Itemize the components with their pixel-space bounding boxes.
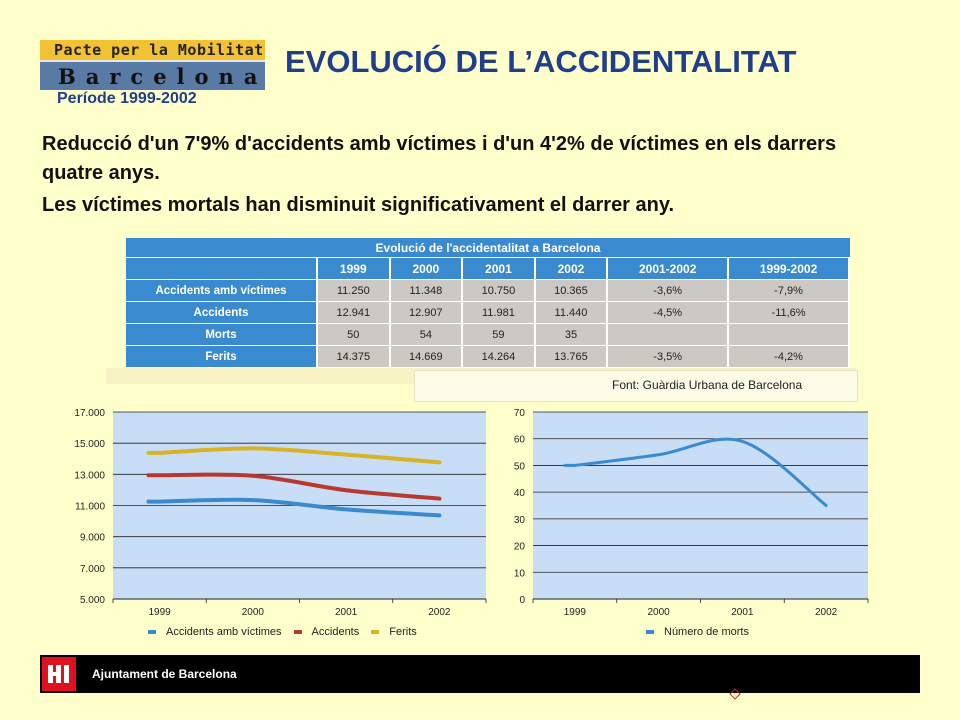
table-row: Morts 50 54 59 35: [126, 324, 850, 346]
y-tick-label: 5.000: [80, 595, 105, 606]
footer-text: Ajuntament de Barcelona: [92, 667, 237, 681]
table-header-cell: 1999: [318, 258, 391, 280]
y-tick-label: 17.000: [74, 408, 105, 419]
y-tick-label: 13.000: [74, 470, 105, 481]
legend-swatch: [646, 630, 654, 634]
table-header-cell: 2001: [463, 258, 536, 280]
chart-svg: 0 10 20 30 40 50 60 70 1999 2000 2001 2002: [514, 408, 869, 618]
intro-paragraph-2: Les víctimes mortals han disminuit signi…: [42, 194, 675, 216]
accidents-chart: 5.000 7.000 9.000 11.000 13.000 15.000 17.000 1…: [40, 400, 490, 620]
x-tick-label: 2001: [731, 607, 754, 618]
y-tick-label: 20: [514, 542, 526, 553]
x-tick-label: 1999: [149, 607, 172, 618]
table-cell: 59: [463, 324, 536, 346]
table-cell: 11.440: [535, 302, 609, 324]
table-cell: 14.264: [463, 346, 536, 368]
series-line: [146, 497, 442, 518]
table-cell: 35: [535, 324, 609, 346]
intro-text: Reducció d'un 7'9% d'accidents amb vícti…: [42, 130, 862, 220]
footer-bar: Ajuntament de Barcelona: [40, 655, 920, 693]
page-title: EVOLUCIÓ DE L’ACCIDENTALITAT: [285, 44, 797, 79]
table-cell: -3,5%: [608, 346, 730, 368]
table-header-cell: 2002: [535, 258, 609, 280]
table-cell: 54: [390, 324, 464, 346]
plot-area: [533, 412, 868, 599]
period-label: Període 1999-2002: [57, 90, 197, 107]
table-cell: -3,6%: [608, 280, 730, 302]
table-caption: Evolució de l'accidentalitat a Barcelona: [126, 238, 850, 258]
table-header-cell: [126, 258, 318, 280]
legend-label: Accidents: [311, 626, 360, 638]
table-row: Accidents 12.941 12.907 11.981 11.440 -4…: [126, 302, 850, 324]
table-cell: -4,2%: [729, 346, 850, 368]
pacte-mobilitat-logo: Pacte per la Mobilitat Barcelona: [40, 40, 265, 90]
legend-swatch: [371, 630, 380, 634]
y-tick-label: 0: [519, 595, 525, 606]
y-tick-label: 9.000: [80, 533, 105, 544]
y-tick-label: 30: [514, 515, 526, 526]
table-cell: [608, 324, 730, 346]
y-tick-label: 7.000: [80, 564, 105, 575]
y-tick-label: 60: [514, 435, 526, 446]
row-label: Accidents amb víctimes: [126, 280, 318, 302]
table-cell: 11.348: [390, 280, 464, 302]
legend-label: Número de morts: [664, 626, 749, 638]
table-row: Ferits 14.375 14.669 14.264 13.765 -3,5%…: [126, 346, 850, 368]
y-tick-label: 70: [514, 408, 526, 419]
legend-label: Accidents amb víctimes: [166, 626, 282, 638]
chart-svg: 5.000 7.000 9.000 11.000 13.000 15.000 17.000 1…: [74, 408, 487, 618]
row-label: Morts: [126, 324, 318, 346]
table-cell: 12.907: [390, 302, 464, 324]
y-tick-label: 11.000: [75, 502, 105, 513]
table-cell: 11.250: [318, 280, 391, 302]
source-note: Font: Guàrdia Urbana de Barcelona: [612, 378, 803, 392]
table-cell: 14.375: [318, 346, 391, 368]
deaths-chart: 0 10 20 30 40 50 60 70 1999 2000 2001 2002: [490, 400, 870, 620]
intro-paragraph-1: Reducció d'un 7'9% d'accidents amb vícti…: [42, 133, 837, 184]
series-line: [146, 472, 442, 501]
row-label: Accidents: [126, 302, 318, 324]
legend-swatch: [293, 630, 302, 634]
row-label: Ferits: [126, 346, 318, 368]
y-tick-label: 10: [514, 568, 526, 579]
logo-line2: Barcelona: [40, 60, 265, 90]
x-tick-label: 2002: [815, 607, 838, 618]
statistics-table: Evolució de l'accidentalitat a Barcelona…: [126, 238, 860, 368]
table-cell: 12.941: [318, 302, 391, 324]
logo-line1: Pacte per la Mobilitat: [40, 40, 265, 60]
table-header-cell: 1999-2002: [729, 258, 850, 280]
x-tick-label: 2000: [242, 607, 265, 618]
legend-label: Ferits: [389, 626, 417, 638]
accidents-chart-legend: Accidents amb víctimes Accidents Ferits: [140, 626, 417, 638]
y-tick-label: 40: [514, 488, 526, 499]
table-cell: -11,6%: [729, 302, 850, 324]
x-tick-label: 2000: [648, 607, 671, 618]
table-header-cell: 2001-2002: [608, 258, 730, 280]
x-tick-label: 1999: [564, 607, 587, 618]
ajuntament-logo-icon: [42, 657, 76, 691]
table-cell: -4,5%: [608, 302, 730, 324]
x-tick-label: 2001: [335, 607, 358, 618]
legend-swatch: [148, 630, 156, 634]
table-cell: -7,9%: [729, 280, 850, 302]
table-cell: 13.765: [535, 346, 609, 368]
series-line: [146, 446, 442, 465]
table-cell: 50: [318, 324, 391, 346]
table-cell: 10.365: [535, 280, 609, 302]
series-line: [563, 437, 828, 507]
table-header-cell: 2000: [390, 258, 464, 280]
table-cell: 11.981: [463, 302, 536, 324]
y-tick-label: 15.000: [74, 439, 105, 450]
x-tick-label: 2002: [428, 607, 451, 618]
table-cell: [729, 324, 850, 346]
table-cell: 10.750: [463, 280, 536, 302]
table-cell: 14.669: [390, 346, 464, 368]
deaths-chart-legend: Número de morts: [638, 626, 749, 638]
source-box: [414, 370, 858, 402]
table-row: Accidents amb víctimes 11.250 11.348 10.…: [126, 280, 850, 302]
y-tick-label: 50: [514, 461, 526, 472]
